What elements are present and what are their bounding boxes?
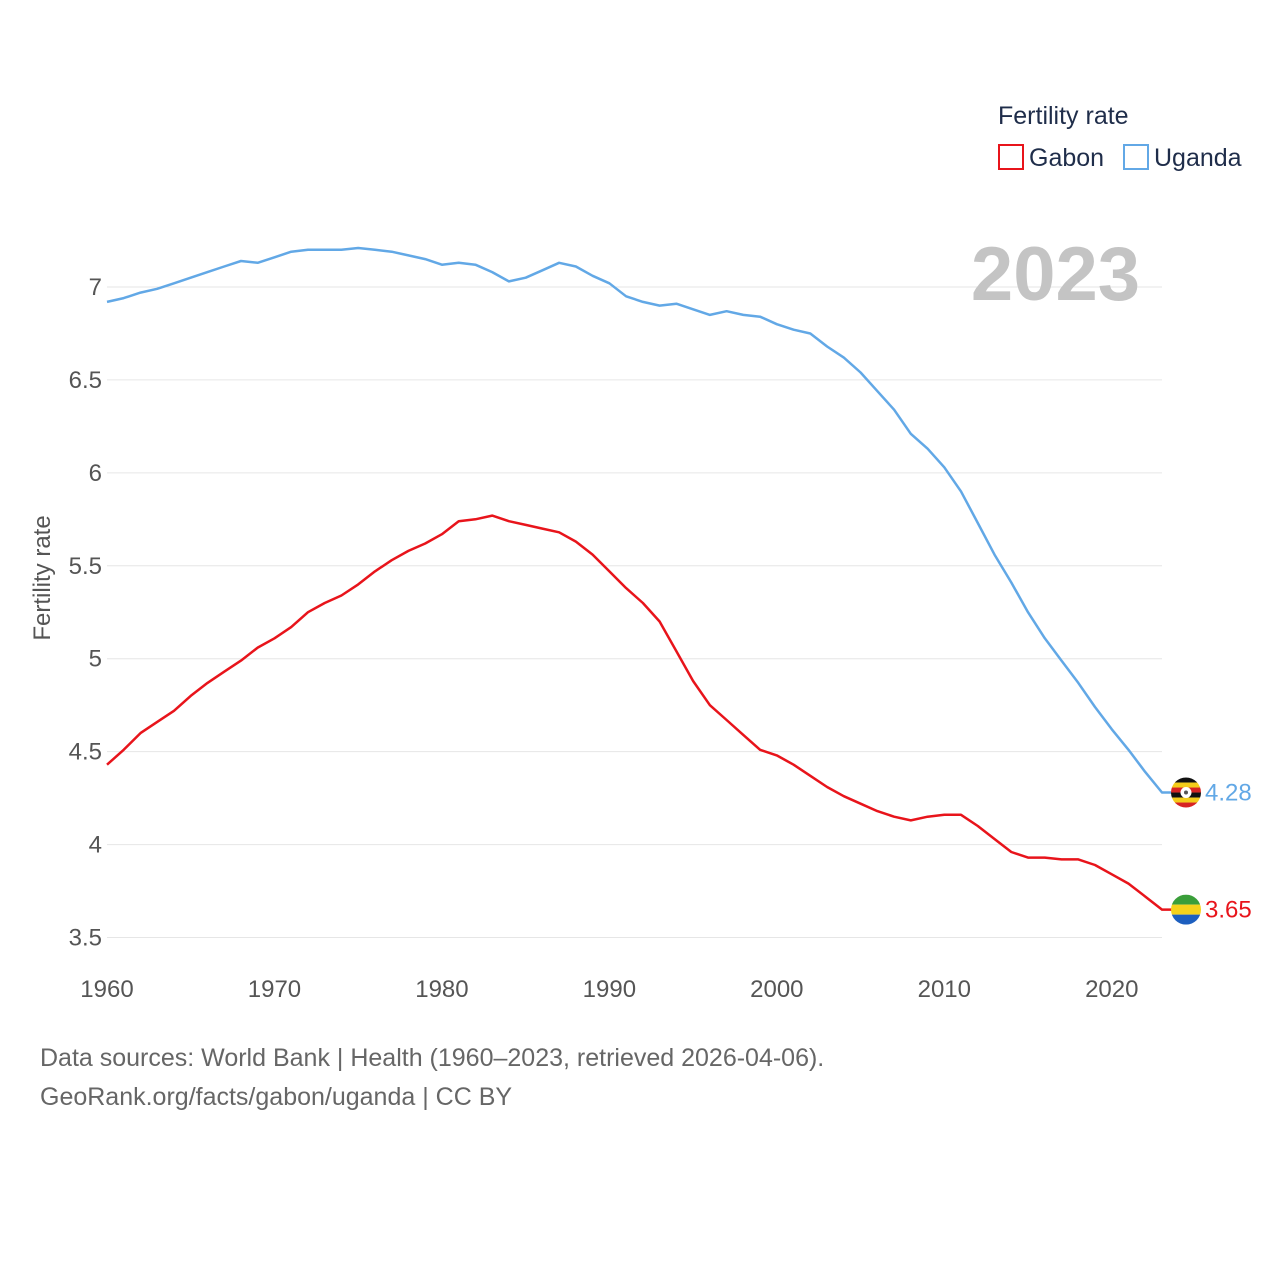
y-tick-label: 4 <box>89 832 102 859</box>
year-label: 2023 <box>971 232 1140 317</box>
legend-swatch-uganda <box>1123 144 1149 170</box>
x-tick-label: 1980 <box>415 976 468 1003</box>
end-label-uganda: 4.28 <box>1205 780 1252 807</box>
legend-item-uganda[interactable]: Uganda <box>1123 144 1242 172</box>
y-axis-title: Fertility rate <box>29 515 56 640</box>
y-tick-label: 6 <box>89 460 102 487</box>
y-tick-label: 4.5 <box>69 739 102 766</box>
legend-item-gabon[interactable]: Gabon <box>998 144 1104 172</box>
x-tick-label: 1990 <box>583 976 636 1003</box>
y-tick-label: 3.5 <box>69 925 102 952</box>
y-axis-ticks: 3.5 4 4.5 5 5.5 6 6.5 7 <box>69 274 102 952</box>
legend-label-uganda: Uganda <box>1154 144 1242 172</box>
legend[interactable]: Fertility rate Gabon Uganda <box>998 102 1242 172</box>
end-label-gabon: 3.65 <box>1205 897 1252 924</box>
uganda-flag-icon <box>1171 777 1201 808</box>
attribution-link[interactable]: GeoRank.org/facts/gabon/uganda | CC BY <box>40 1083 513 1111</box>
x-tick-label: 2020 <box>1085 976 1138 1003</box>
y-tick-label: 7 <box>89 274 102 301</box>
x-axis-ticks: 1960 1970 1980 1990 2000 2010 2020 <box>80 976 1138 1003</box>
x-tick-label: 1960 <box>80 976 133 1003</box>
legend-label-gabon: Gabon <box>1029 144 1104 172</box>
series-end-markers: 3.65 4.28 <box>1171 777 1252 925</box>
x-tick-label: 1970 <box>248 976 301 1003</box>
gridlines <box>107 286 1162 938</box>
x-tick-label: 2000 <box>750 976 803 1003</box>
series-lines <box>106 246 1172 911</box>
y-tick-label: 6.5 <box>69 367 102 394</box>
x-tick-label: 2010 <box>918 976 971 1003</box>
legend-swatch-gabon <box>998 144 1024 170</box>
series-line-uganda[interactable] <box>106 246 1172 794</box>
legend-title: Fertility rate <box>998 102 1129 130</box>
y-tick-label: 5 <box>89 646 102 673</box>
data-source-note: Data sources: World Bank | Health (1960–… <box>40 1044 825 1072</box>
gabon-flag-icon <box>1171 894 1201 925</box>
y-tick-label: 5.5 <box>69 553 102 580</box>
series-line-gabon[interactable] <box>106 514 1172 911</box>
